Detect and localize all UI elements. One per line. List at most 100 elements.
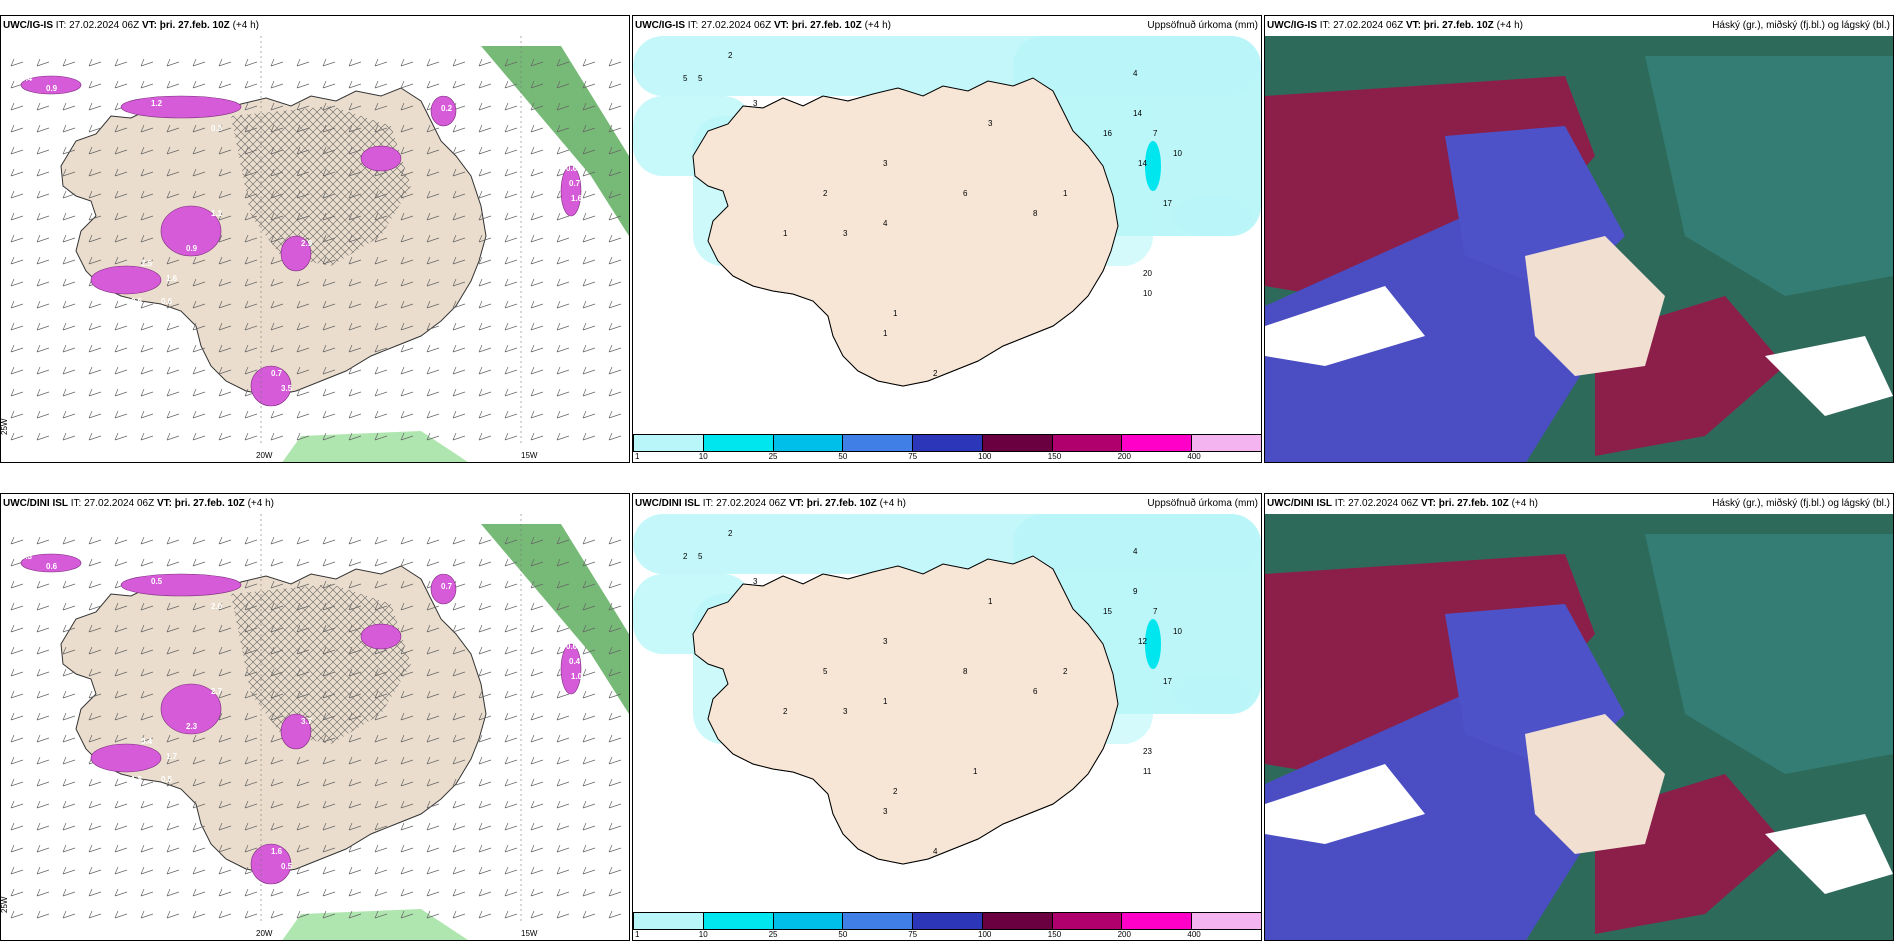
wind-barb xyxy=(400,822,414,831)
wind-barb xyxy=(582,602,596,611)
wind-barb xyxy=(244,146,258,155)
wind-barb xyxy=(426,756,440,765)
wind-barb xyxy=(478,146,492,155)
wind-barb xyxy=(608,800,622,809)
wind-barb xyxy=(530,536,544,545)
title-vt-label: VT: xyxy=(1405,20,1421,31)
wind-barb xyxy=(478,190,492,199)
wind-barb xyxy=(36,910,50,919)
wind-barb xyxy=(608,624,622,633)
wind-barb xyxy=(322,212,336,221)
wind-barb xyxy=(10,690,24,699)
wind-barb xyxy=(400,668,414,677)
wind-barb xyxy=(192,668,206,677)
wind-barb xyxy=(452,58,466,67)
wind-barb xyxy=(452,800,466,809)
panel-header: UWC/DINI ISL IT: 27.02.2024 06Z VT: þri.… xyxy=(633,494,1261,514)
panel-header: UWC/IG-IS IT: 27.02.2024 06Z VT: þri. 27… xyxy=(1265,16,1893,36)
map-panel-wind-ig: UWC/IG-IS IT: 27.02.2024 06Z VT: þri. 27… xyxy=(0,15,630,463)
wind-barb xyxy=(88,778,102,787)
wind-barb xyxy=(530,624,544,633)
wind-barb xyxy=(582,822,596,831)
wind-barb xyxy=(478,278,492,287)
wind-barb xyxy=(218,668,232,677)
wind-barb xyxy=(140,800,154,809)
wind-barb xyxy=(348,366,362,375)
legend-tick: 400 xyxy=(1187,930,1201,939)
wind-barb xyxy=(322,580,336,589)
wind-barb xyxy=(140,536,154,545)
legend-tick: 200 xyxy=(1117,930,1131,939)
wind-barb xyxy=(478,58,492,67)
wind-barb xyxy=(10,234,24,243)
wind-barb xyxy=(348,102,362,111)
wind-barb xyxy=(36,646,50,655)
wind-barb xyxy=(426,388,440,397)
wind-barb xyxy=(270,234,284,243)
wind-barb xyxy=(244,344,258,353)
wind-barb xyxy=(218,234,232,243)
wind-barb xyxy=(296,800,310,809)
wind-barb xyxy=(296,580,310,589)
precip-value-label: 1 xyxy=(973,767,978,776)
wind-barb xyxy=(114,646,128,655)
cloud-layer-high xyxy=(1645,534,1893,774)
legend-swatch xyxy=(981,913,1052,929)
wind-barb xyxy=(400,580,414,589)
wind-barb xyxy=(582,322,596,331)
precip-value-label: 1.2 xyxy=(151,99,163,108)
wind-barb xyxy=(478,558,492,567)
wind-barb xyxy=(556,866,570,875)
wind-barb xyxy=(582,234,596,243)
wind-barb xyxy=(36,256,50,265)
wind-barb xyxy=(556,800,570,809)
wind-barb xyxy=(478,712,492,721)
wind-barb xyxy=(400,344,414,353)
wind-barb xyxy=(88,888,102,897)
wind-barb xyxy=(504,190,518,199)
wind-barb xyxy=(140,234,154,243)
wind-barb xyxy=(504,756,518,765)
wind-barb xyxy=(114,690,128,699)
wind-barb xyxy=(10,844,24,853)
precip-blob xyxy=(160,205,222,257)
wind-barb xyxy=(608,432,622,441)
wind-barb xyxy=(218,536,232,545)
wind-barb xyxy=(478,910,492,919)
wind-barb xyxy=(348,432,362,441)
wind-barb xyxy=(452,410,466,419)
wind-barb xyxy=(400,124,414,133)
wind-barb xyxy=(244,668,258,677)
wind-barb xyxy=(192,366,206,375)
precip-value-label: 1.6 xyxy=(166,274,178,283)
wind-barb xyxy=(218,80,232,89)
wind-barb xyxy=(608,756,622,765)
wind-barb xyxy=(426,866,440,875)
cloud-layer-high xyxy=(1645,56,1893,296)
wind-barb xyxy=(62,756,76,765)
wind-barb xyxy=(192,734,206,743)
wind-barb xyxy=(452,212,466,221)
wind-barb xyxy=(556,366,570,375)
wind-barb xyxy=(452,124,466,133)
wind-barb xyxy=(218,190,232,199)
wind-barb xyxy=(10,190,24,199)
wind-barb xyxy=(478,168,492,177)
wind-barb xyxy=(166,124,180,133)
wind-barb xyxy=(296,102,310,111)
wind-barb xyxy=(348,822,362,831)
wind-barb xyxy=(504,102,518,111)
wind-barb xyxy=(582,778,596,787)
title-it: IT: 27.02.2024 06Z xyxy=(1334,498,1419,509)
precip-blob xyxy=(280,235,312,272)
wind-barb xyxy=(88,322,102,331)
wind-barb xyxy=(400,712,414,721)
wind-barb xyxy=(400,410,414,419)
wind-barb xyxy=(218,844,232,853)
wind-barb xyxy=(166,168,180,177)
wind-barb xyxy=(478,410,492,419)
precip-value-label: 10 xyxy=(1173,627,1182,636)
wind-barb xyxy=(62,536,76,545)
wind-barb xyxy=(88,146,102,155)
wind-barb xyxy=(62,190,76,199)
